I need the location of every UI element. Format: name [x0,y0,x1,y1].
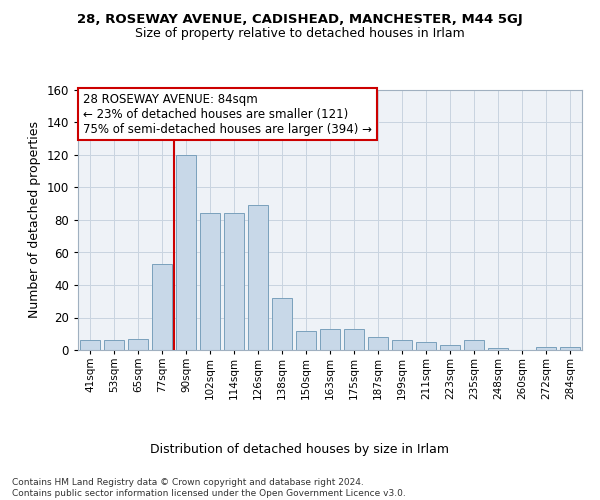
Bar [416,342,436,350]
Bar [104,340,124,350]
Bar [368,337,388,350]
Text: Contains HM Land Registry data © Crown copyright and database right 2024.
Contai: Contains HM Land Registry data © Crown c… [12,478,406,498]
Bar [440,345,460,350]
Text: Size of property relative to detached houses in Irlam: Size of property relative to detached ho… [135,28,465,40]
Bar [80,340,100,350]
Bar [536,347,556,350]
Text: Distribution of detached houses by size in Irlam: Distribution of detached houses by size … [151,442,449,456]
Bar [248,206,268,350]
Bar [176,155,196,350]
Bar [200,214,220,350]
Text: 28 ROSEWAY AVENUE: 84sqm
← 23% of detached houses are smaller (121)
75% of semi-: 28 ROSEWAY AVENUE: 84sqm ← 23% of detach… [83,92,372,136]
Bar [296,330,316,350]
Bar [344,329,364,350]
Bar [128,338,148,350]
Bar [488,348,508,350]
Text: 28, ROSEWAY AVENUE, CADISHEAD, MANCHESTER, M44 5GJ: 28, ROSEWAY AVENUE, CADISHEAD, MANCHESTE… [77,12,523,26]
Bar [152,264,172,350]
Bar [392,340,412,350]
Bar [464,340,484,350]
Bar [320,329,340,350]
Bar [272,298,292,350]
Bar [224,214,244,350]
Bar [560,347,580,350]
Y-axis label: Number of detached properties: Number of detached properties [28,122,41,318]
